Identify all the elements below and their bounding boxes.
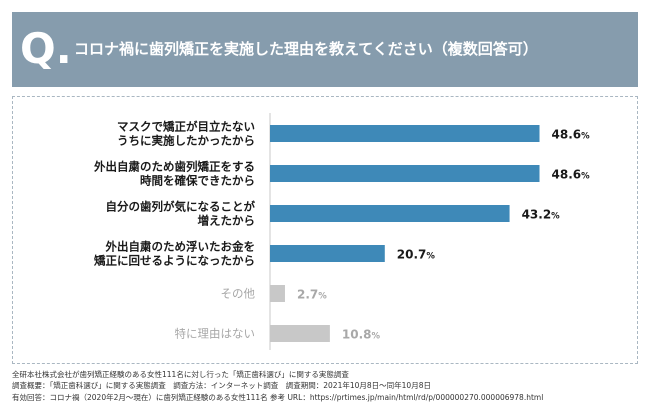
category-label: 外出自粛のため歯列矯正をする xyxy=(93,160,255,174)
question-title: コロナ禍に歯列矯正を実施した理由を教えてください（複数回答可） xyxy=(74,40,538,58)
value-unit: % xyxy=(318,292,327,302)
value-unit: % xyxy=(372,332,381,342)
value-unit: % xyxy=(581,132,590,142)
question-header: Q. コロナ禍に歯列矯正を実施した理由を教えてください（複数回答可） xyxy=(12,12,638,87)
bar xyxy=(270,205,510,222)
survey-footer: 全研本社株式会社が歯列矯正経験のある女性111名に対し行った「矯正歯科選び」に関… xyxy=(12,369,638,403)
category-label: 特に理由はない xyxy=(175,327,256,341)
value-label: 10.8% xyxy=(342,328,381,342)
category-label: 増えたから xyxy=(198,214,256,228)
bar xyxy=(270,285,285,302)
value-unit: % xyxy=(581,172,590,182)
bar-row: 特に理由はない 10.8% xyxy=(175,325,381,342)
value-label: 43.2% xyxy=(522,208,561,222)
footer-line-survey: 全研本社株式会社が歯列矯正経験のある女性111名に対し行った「矯正歯科選び」に関… xyxy=(12,370,349,379)
bar xyxy=(270,325,330,342)
category-label: うちに実施したかったから xyxy=(117,134,255,148)
bar xyxy=(270,245,385,262)
category-label: その他 xyxy=(221,287,256,301)
footer-line-method: 調査概要：「矯正歯科選び」に関する実態調査 調査方法：インターネット調査 調査期… xyxy=(12,381,431,391)
value-label: 48.6% xyxy=(552,168,591,182)
category-label: 自分の歯列が気になることが xyxy=(106,200,256,214)
value-label: 20.7% xyxy=(397,248,436,262)
question-mark: Q. xyxy=(20,24,72,73)
value-label: 48.6% xyxy=(552,128,591,142)
chart-container: マスクで矯正が目立たない うちに実施したかったから 48.6% 外出自粛のため歯列矯正… xyxy=(12,96,638,364)
category-label: 時間を確保できたから xyxy=(140,174,255,188)
value-unit: % xyxy=(426,252,435,262)
bar xyxy=(270,125,540,142)
footer-line-respondents: 有効回答：コロナ禍（2020年2月〜現在）に歯列矯正経験のある女性111名 参考… xyxy=(12,392,544,402)
value-label: 2.7% xyxy=(297,288,327,302)
category-label: マスクで矯正が目立たない xyxy=(117,120,255,134)
category-label: 外出自粛のため浮いたお金を xyxy=(105,240,256,254)
bar-row: その他 2.7% xyxy=(221,285,327,302)
value-unit: % xyxy=(551,212,560,222)
category-label: 矯正に回せるようになったから xyxy=(93,254,255,268)
bar xyxy=(270,165,540,182)
